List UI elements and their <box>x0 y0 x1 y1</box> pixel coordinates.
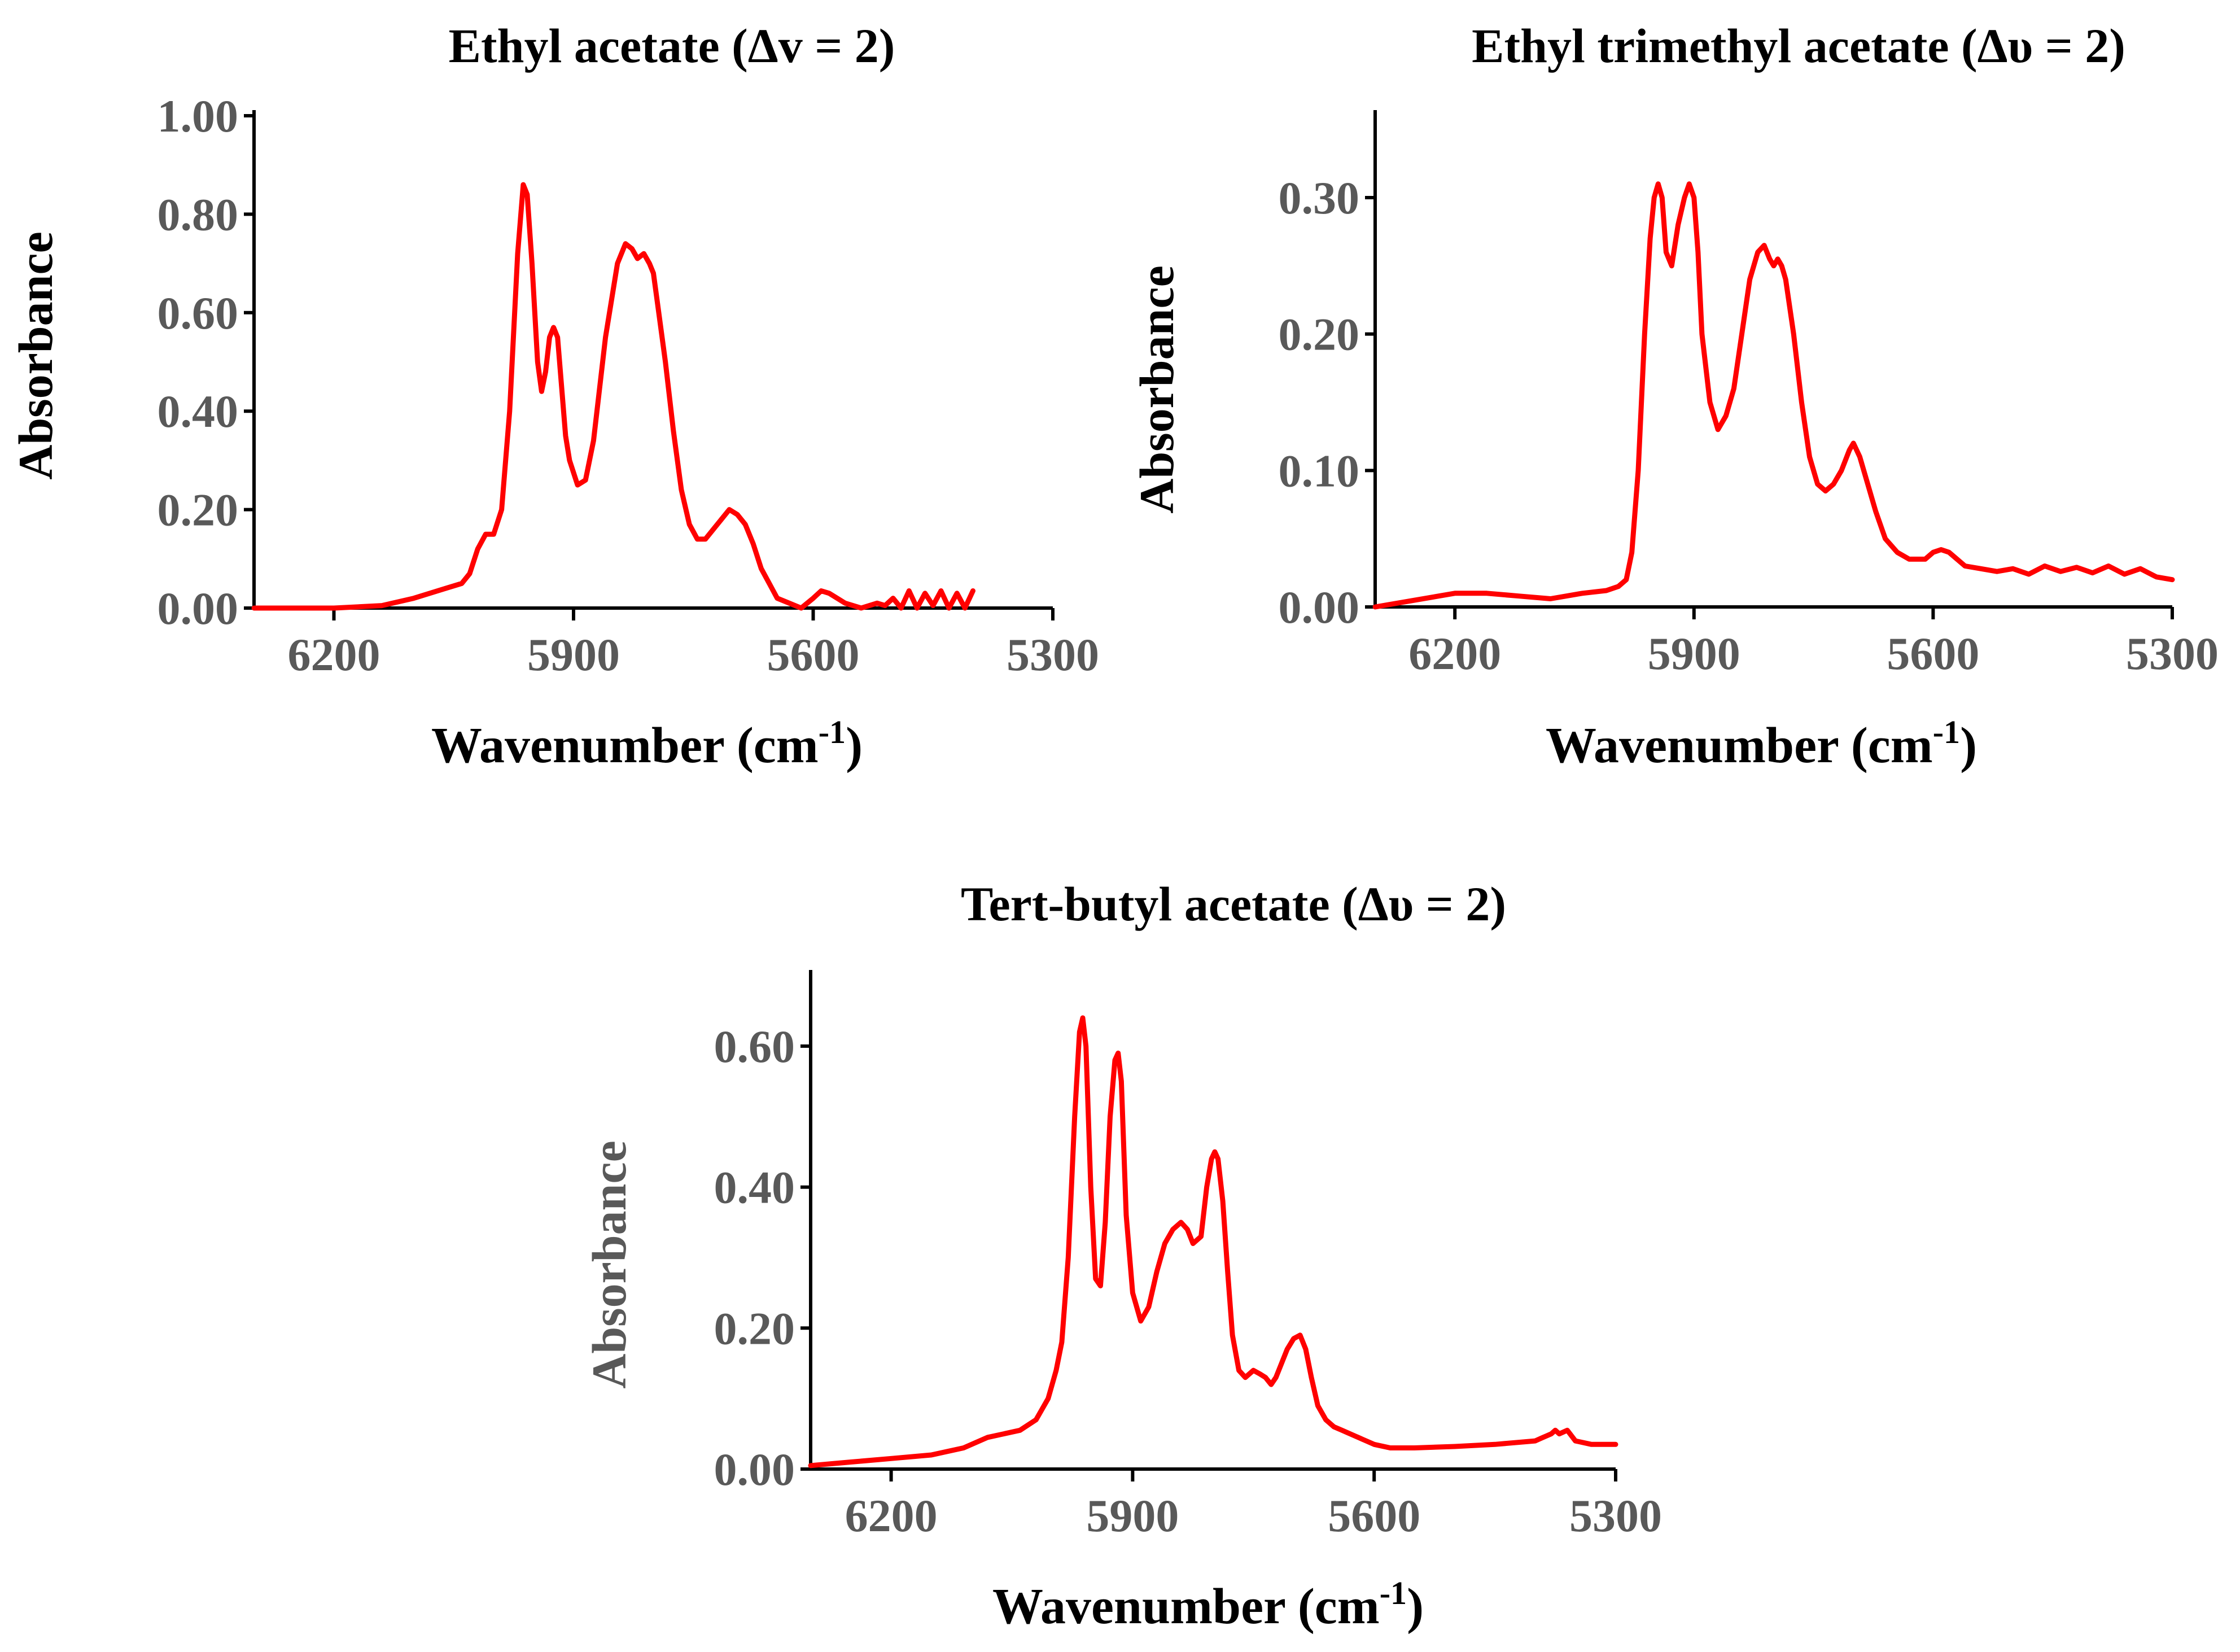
y-tick-label: 0.20 <box>714 1303 795 1354</box>
y-axis-label-text: Absorbance <box>582 1140 636 1389</box>
x-axis-label-superscript: -1 <box>1933 714 1960 750</box>
y-tick-label: 0.30 <box>1279 172 1360 224</box>
y-tick-label: 0.00 <box>1279 582 1360 633</box>
y-tick-label: 0.40 <box>158 386 239 437</box>
y-axis-label: Absorbance <box>8 231 63 480</box>
x-tick-label: 5900 <box>1086 1490 1179 1541</box>
x-axis-label-main: Wavenumber (cm <box>431 718 819 773</box>
chart-title: Ethyl acetate (Δv = 2) <box>449 19 895 73</box>
y-axis-label-text: Absorbance <box>1130 265 1184 514</box>
y-tick-label: 0.60 <box>158 287 239 339</box>
chart-ethyl-trimethyl-acetate: Ethyl trimethyl acetate (Δυ = 2) Absorba… <box>1130 19 2219 773</box>
x-axis-label-close: ) <box>1960 718 1977 773</box>
y-tick-label: 0.10 <box>1279 445 1360 496</box>
y-tick-label: 0.00 <box>158 583 239 634</box>
y-axis-label: Absorbance <box>582 1140 636 1389</box>
y-axis-label: Absorbance <box>1130 265 1184 514</box>
x-axis-label: Wavenumber (cm-1) <box>1546 714 1977 773</box>
chart-tert-butyl-acetate: Tert-butyl acetate (Δυ = 2) Absorbance W… <box>582 877 1662 1634</box>
y-axis-label-text: Absorbance <box>8 231 63 480</box>
y-tick-label: 0.80 <box>158 189 239 240</box>
x-tick-label: 5300 <box>1007 629 1099 680</box>
chart-title: Tert-butyl acetate (Δυ = 2) <box>961 877 1506 931</box>
x-axis-label: Wavenumber (cm-1) <box>431 714 863 773</box>
x-axis-label-superscript: -1 <box>1380 1575 1407 1611</box>
x-tick-label: 6200 <box>288 629 380 680</box>
x-axis-label: Wavenumber (cm-1) <box>992 1575 1424 1634</box>
chart-title: Ethyl trimethyl acetate (Δυ = 2) <box>1472 19 2125 73</box>
x-tick-label: 5900 <box>1648 628 1740 679</box>
y-tick-label: 0.00 <box>714 1444 795 1495</box>
x-axis-label-close: ) <box>846 718 863 773</box>
x-tick-label: 6200 <box>845 1490 938 1541</box>
y-tick-label: 0.40 <box>714 1162 795 1213</box>
x-tick-label: 5600 <box>767 629 860 680</box>
x-tick-label: 5600 <box>1887 628 1979 679</box>
y-tick-label: 0.20 <box>1279 309 1360 360</box>
series-line <box>251 182 975 611</box>
series-line <box>1372 181 2175 610</box>
x-axis-label-main: Wavenumber (cm <box>992 1579 1380 1634</box>
series-line <box>808 1015 1618 1469</box>
y-tick-label: 1.00 <box>158 90 239 142</box>
x-tick-label: 6200 <box>1408 628 1501 679</box>
chart-ethyl-acetate: Ethyl acetate (Δv = 2) Absorbance Wavenu… <box>8 19 1099 773</box>
x-tick-label: 5300 <box>1569 1490 1662 1541</box>
y-tick-label: 0.20 <box>158 484 239 536</box>
x-axis-label-superscript: -1 <box>819 714 846 750</box>
x-axis-label-close: ) <box>1407 1579 1424 1634</box>
x-tick-label: 5600 <box>1328 1490 1420 1541</box>
x-tick-label: 5900 <box>527 629 620 680</box>
x-axis-label-main: Wavenumber (cm <box>1546 718 1933 773</box>
y-tick-label: 0.60 <box>714 1021 795 1072</box>
x-tick-label: 5300 <box>2126 628 2219 679</box>
